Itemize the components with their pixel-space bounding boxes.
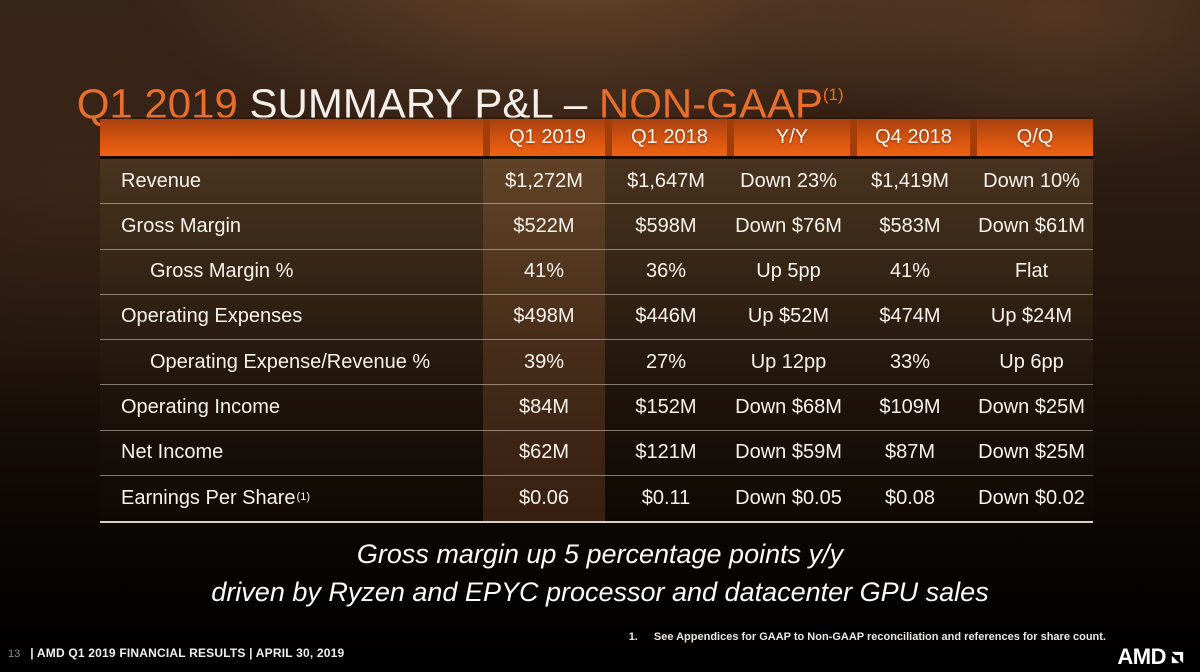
amd-logo: AMD xyxy=(1117,644,1186,670)
q1-2019-column-highlight xyxy=(483,159,605,521)
table-row: Revenue $1,272M $1,647M Down 23% $1,419M Down… xyxy=(100,159,1093,205)
column-header: Y/Y xyxy=(727,119,850,156)
table-cell: $0.08 xyxy=(884,486,936,509)
table-row: Operating Income $84M $152M Down $68M $109M D… xyxy=(100,385,1093,431)
table-cell: Up $24M xyxy=(990,305,1073,328)
column-header: Q/Q xyxy=(970,119,1093,156)
table-cell: Down $68M xyxy=(735,395,842,418)
key-message: Gross margin up 5 percentage points y/y … xyxy=(0,535,1200,611)
table-cell: Down $25M xyxy=(978,441,1085,464)
table-cell: $121M xyxy=(635,441,697,464)
row-label-text: Operating Expenses xyxy=(121,305,303,328)
row-label-text: Gross Margin % xyxy=(150,260,294,283)
table-cell: 36% xyxy=(645,260,687,283)
column-header: Q1 2019 xyxy=(483,119,605,156)
table-cell: $1,272M xyxy=(505,169,583,192)
footer: 13 | AMD Q1 2019 FINANCIAL RESULTS | APR… xyxy=(8,646,344,660)
row-label-text: Gross Margin xyxy=(121,214,242,237)
key-message-line-2: driven by Ryzen and EPYC processor and d… xyxy=(211,577,989,607)
row-label-text: Operating Expense/Revenue % xyxy=(150,350,431,373)
row-label: Operating Expense/Revenue % xyxy=(100,340,483,384)
table-cell: 27% xyxy=(645,350,687,373)
row-label-text: Earnings Per Share xyxy=(121,486,296,509)
table-cell: $446M xyxy=(635,305,697,328)
row-label: Gross Margin % xyxy=(100,250,483,294)
table-cell: $0.11 xyxy=(641,486,691,509)
column-header: Q1 2018 xyxy=(605,119,727,156)
table-cell: $87M xyxy=(884,441,936,464)
table-cell: Down $76M xyxy=(735,214,842,237)
footer-text: | AMD Q1 2019 FINANCIAL RESULTS | APRIL … xyxy=(30,646,345,660)
row-label: Earnings Per Share (1) xyxy=(100,476,483,521)
table-cell: 33% xyxy=(889,350,931,373)
column-header: Q4 2018 xyxy=(850,119,970,156)
table-cell: 39% xyxy=(523,350,565,373)
row-label-text: Revenue xyxy=(121,169,202,192)
table-body: Revenue $1,272M $1,647M Down 23% $1,419M Down… xyxy=(100,159,1093,523)
table-cell: Down $25M xyxy=(978,395,1085,418)
table-cell: $1,647M xyxy=(627,169,705,192)
table-cell: Down $61M xyxy=(978,214,1085,237)
table-cell: $522M xyxy=(513,214,575,237)
table-cell: $598M xyxy=(635,214,697,237)
table-cell: Up 12pp xyxy=(750,350,827,373)
table-cell: $62M xyxy=(518,441,570,464)
table-cell: $0.06 xyxy=(518,486,570,509)
table-cell: Up $52M xyxy=(747,305,830,328)
table-row: Operating Expense/Revenue % 39% 27% Up 12pp… xyxy=(100,340,1093,386)
key-message-line-1: Gross margin up 5 percentage points y/y xyxy=(356,539,844,569)
table-cell: Down 10% xyxy=(983,169,1080,192)
table-row: Gross Margin $522M $598M Down $76M $583M Down… xyxy=(100,204,1093,250)
row-label: Operating Expenses xyxy=(100,295,483,339)
row-label: Operating Income xyxy=(100,385,483,429)
title-superscript: (1) xyxy=(822,85,844,104)
table-row: Operating Expenses $498M $446M Up $52M $474M… xyxy=(100,295,1093,340)
table-cell: Up 5pp xyxy=(756,260,821,283)
table-header-row: Q1 2019 Q1 2018 Y/Y Q4 2018 Q/Q xyxy=(100,117,1093,159)
table-cell: 41% xyxy=(889,260,931,283)
table-row: Net Income $62M $121M Down $59M $87M Down $25… xyxy=(100,431,1093,476)
table-cell: $583M xyxy=(879,214,941,237)
table-row: Earnings Per Share (1) $0.06 $0.11 Down $0.0… xyxy=(100,476,1093,521)
row-label-text: Operating Income xyxy=(121,395,280,418)
table-cell: Down $0.02 xyxy=(978,486,1085,509)
table-cell: 41% xyxy=(523,260,565,283)
table-row: Gross Margin % 41% 36% Up 5pp 41% Flat xyxy=(100,250,1093,295)
table-cell: $1,419M xyxy=(871,169,949,192)
table-cell: $152M xyxy=(635,395,697,418)
footnote: 1. See Appendices for GAAP to Non-GAAP r… xyxy=(629,631,1106,643)
column-header-empty xyxy=(100,119,483,156)
table-cell: Down $0.05 xyxy=(735,486,842,509)
amd-wordmark: AMD xyxy=(1117,644,1166,669)
pnl-summary-table: Q1 2019 Q1 2018 Y/Y Q4 2018 Q/Q Revenue $1,27… xyxy=(100,117,1093,523)
row-label: Revenue xyxy=(100,159,483,203)
row-label: Gross Margin xyxy=(100,204,483,248)
table-cell: Up 6pp xyxy=(999,350,1064,373)
table-cell: $109M xyxy=(879,395,941,418)
row-label-superscript: (1) xyxy=(296,491,310,504)
table-cell: Flat xyxy=(1014,260,1049,283)
amd-arrow-icon xyxy=(1169,649,1186,666)
table-cell: $84M xyxy=(518,395,570,418)
table-cell: $498M xyxy=(513,305,575,328)
footnote-number: 1. xyxy=(628,631,638,643)
row-label-text: Net Income xyxy=(121,441,224,464)
table-cell: Down $59M xyxy=(735,441,842,464)
slide-number: 13 xyxy=(8,648,21,660)
table-cell: $474M xyxy=(879,305,941,328)
table-cell: Down 23% xyxy=(740,169,837,192)
footnote-text: See Appendices for GAAP to Non-GAAP reco… xyxy=(653,631,1106,643)
row-label: Net Income xyxy=(100,431,483,475)
